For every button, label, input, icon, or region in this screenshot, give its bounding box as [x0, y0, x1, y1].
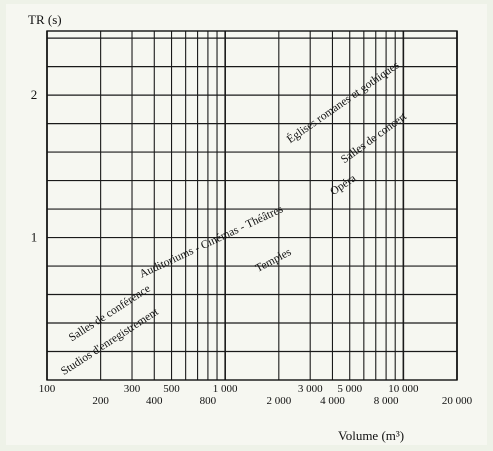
x-tick-label: 300	[124, 383, 141, 395]
x-tick-label: 2 000	[266, 395, 291, 407]
x-tick-label: 4 000	[320, 395, 345, 407]
x-tick-label: 500	[163, 383, 180, 395]
venue-label: Temples	[253, 246, 293, 275]
x-tick-label: 400	[146, 395, 163, 407]
x-axis-label: Volume (m³)	[338, 428, 404, 443]
x-tick-label: 200	[92, 395, 109, 407]
plot-frame	[46, 30, 458, 381]
x-tick-label: 8 000	[374, 395, 399, 407]
x-tick-label: 1 000	[213, 383, 238, 395]
y-tick-label: 1	[31, 230, 38, 245]
x-tick-label: 5 000	[337, 383, 362, 395]
x-tick-label: 10 000	[388, 383, 419, 395]
paper-background	[6, 4, 487, 445]
y-tick-label: 2	[31, 87, 38, 102]
x-tick-label: 800	[200, 395, 217, 407]
y-axis-label: TR (s)	[28, 12, 62, 27]
y-tick-labels: 12	[31, 87, 38, 244]
horizontal-gridlines	[47, 37, 457, 353]
vertical-gridlines	[46, 31, 458, 380]
x-tick-label: 100	[39, 383, 56, 395]
x-tick-label: 20 000	[442, 395, 473, 407]
x-tick-label: 3 000	[298, 383, 323, 395]
